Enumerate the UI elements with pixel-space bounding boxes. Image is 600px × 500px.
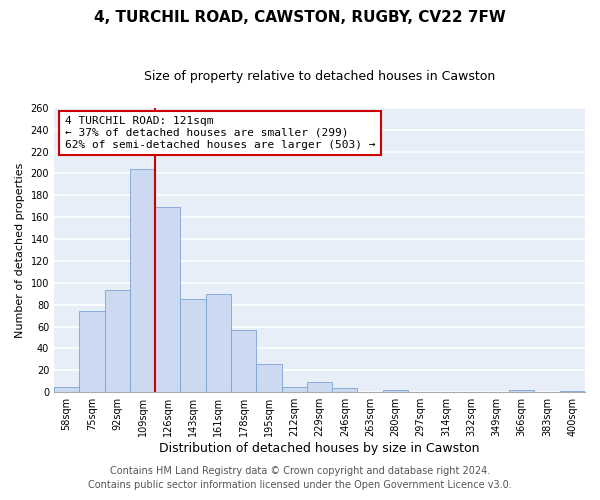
- Bar: [104, 290, 130, 392]
- Bar: [383, 390, 408, 392]
- Bar: [206, 294, 231, 392]
- Bar: [509, 390, 535, 392]
- Y-axis label: Number of detached properties: Number of detached properties: [15, 162, 25, 338]
- Bar: [256, 364, 281, 392]
- Bar: [79, 312, 104, 392]
- Bar: [181, 299, 206, 392]
- Bar: [130, 169, 155, 392]
- Bar: [231, 330, 256, 392]
- Bar: [54, 386, 79, 392]
- Bar: [281, 386, 307, 392]
- Title: Size of property relative to detached houses in Cawston: Size of property relative to detached ho…: [144, 70, 495, 83]
- Text: Contains HM Land Registry data © Crown copyright and database right 2024.
Contai: Contains HM Land Registry data © Crown c…: [88, 466, 512, 490]
- Text: 4 TURCHIL ROAD: 121sqm
← 37% of detached houses are smaller (299)
62% of semi-de: 4 TURCHIL ROAD: 121sqm ← 37% of detached…: [65, 116, 375, 150]
- Bar: [332, 388, 358, 392]
- Bar: [307, 382, 332, 392]
- Text: 4, TURCHIL ROAD, CAWSTON, RUGBY, CV22 7FW: 4, TURCHIL ROAD, CAWSTON, RUGBY, CV22 7F…: [94, 10, 506, 25]
- Bar: [560, 391, 585, 392]
- X-axis label: Distribution of detached houses by size in Cawston: Distribution of detached houses by size …: [159, 442, 480, 455]
- Bar: [155, 208, 181, 392]
